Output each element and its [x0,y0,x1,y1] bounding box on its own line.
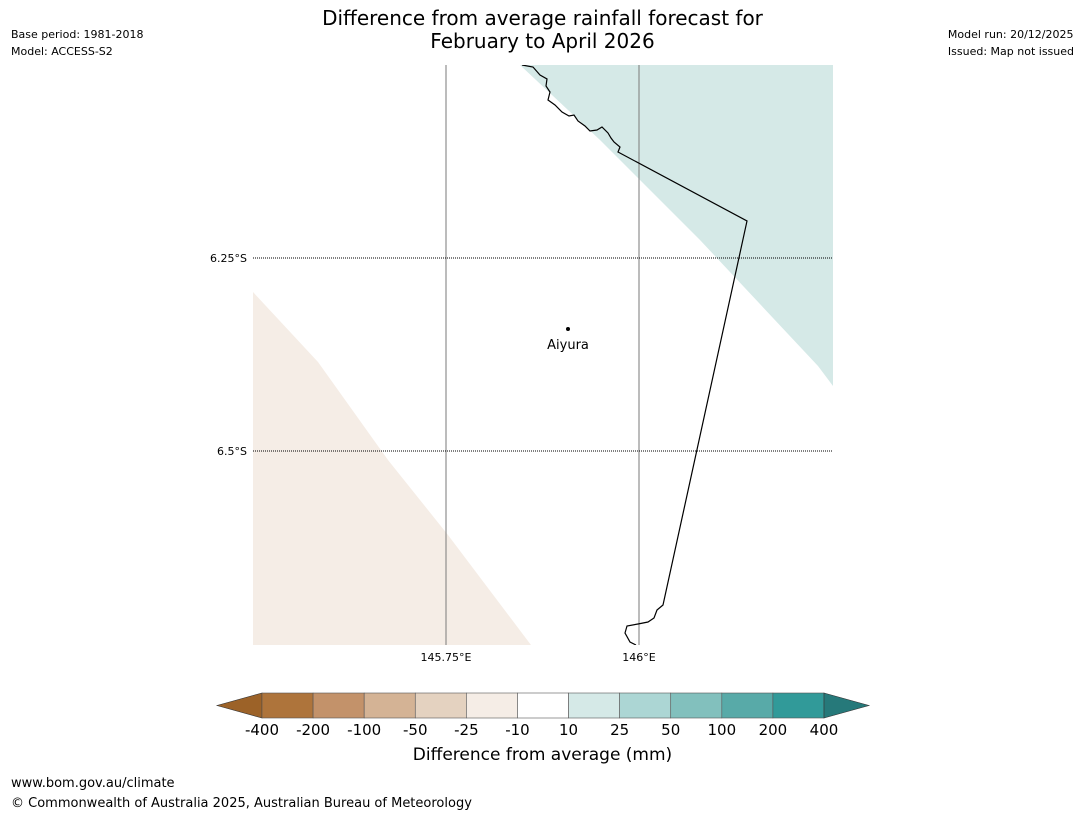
colorbar-extend-high [823,692,871,719]
colorbar-box [466,692,518,719]
colorbar-box [721,692,774,719]
title-line-2: February to April 2026 [430,29,655,53]
model-text: Model: ACCESS-S2 [11,45,113,58]
footer-copyright: © Commonwealth of Australia 2025, Austra… [11,796,472,811]
colorbar-box [312,692,365,719]
title-line-1: Difference from average rainfall forecas… [322,6,763,30]
colorbar-box [414,692,467,719]
colorbar-box [619,692,672,719]
colorbar-tick-label: -200 [296,721,330,739]
colorbar-tick-label: -50 [403,721,428,739]
colorbar-tick-label: 25 [610,721,629,739]
colorbar-tick-label: 200 [759,721,788,739]
map-title: Difference from average rainfall forecas… [0,7,1085,53]
colorbar-box [772,692,825,719]
wet-anomaly-region [520,65,833,386]
colorbar-box [363,692,416,719]
colorbar-tick-label: 100 [707,721,736,739]
aiyura-marker [566,327,570,331]
coastline [521,65,748,645]
lat-label-6-25: 6.25°S [210,252,247,265]
base-period-text: Base period: 1981-2018 [11,28,144,41]
map-area: Aiyura [253,65,833,645]
colorbar-tick-label: 10 [559,721,578,739]
lat-label-6-5: 6.5°S [217,445,247,458]
issued-text: Issued: Map not issued [947,45,1074,58]
colorbar-box [261,692,314,719]
colorbar: -400 -200 -100 -50 -25 -10 10 25 50 100 200 400 [215,692,871,739]
meta-left: Base period: 1981-2018 Model: ACCESS-S2 [11,26,143,60]
colorbar-extend-low [215,692,263,719]
meta-right: Model run: 20/12/2025 Issued: Map not is… [948,26,1074,60]
colorbar-tick-label: -10 [505,721,530,739]
colorbar-tick-label: 400 [810,721,839,739]
aiyura-label: Aiyura [547,338,589,353]
lon-label-145-75: 145.75°E [421,651,472,664]
colorbar-box [670,692,723,719]
colorbar-tick-label: -25 [454,721,479,739]
colorbar-tick-label: 50 [661,721,680,739]
model-run-text: Model run: 20/12/2025 [947,28,1074,41]
colorbar-box [568,692,620,719]
dry-anomaly-region [253,292,531,645]
colorbar-title: Difference from average (mm) [412,745,673,765]
colorbar-tick-label: -400 [245,721,279,739]
colorbar-tick-label: -100 [347,721,381,739]
footer: www.bom.gov.au/climate © Commonwealth of… [11,774,472,814]
lon-label-146: 146°E [622,651,655,664]
colorbar-box [517,692,569,719]
footer-url: www.bom.gov.au/climate [11,776,175,791]
